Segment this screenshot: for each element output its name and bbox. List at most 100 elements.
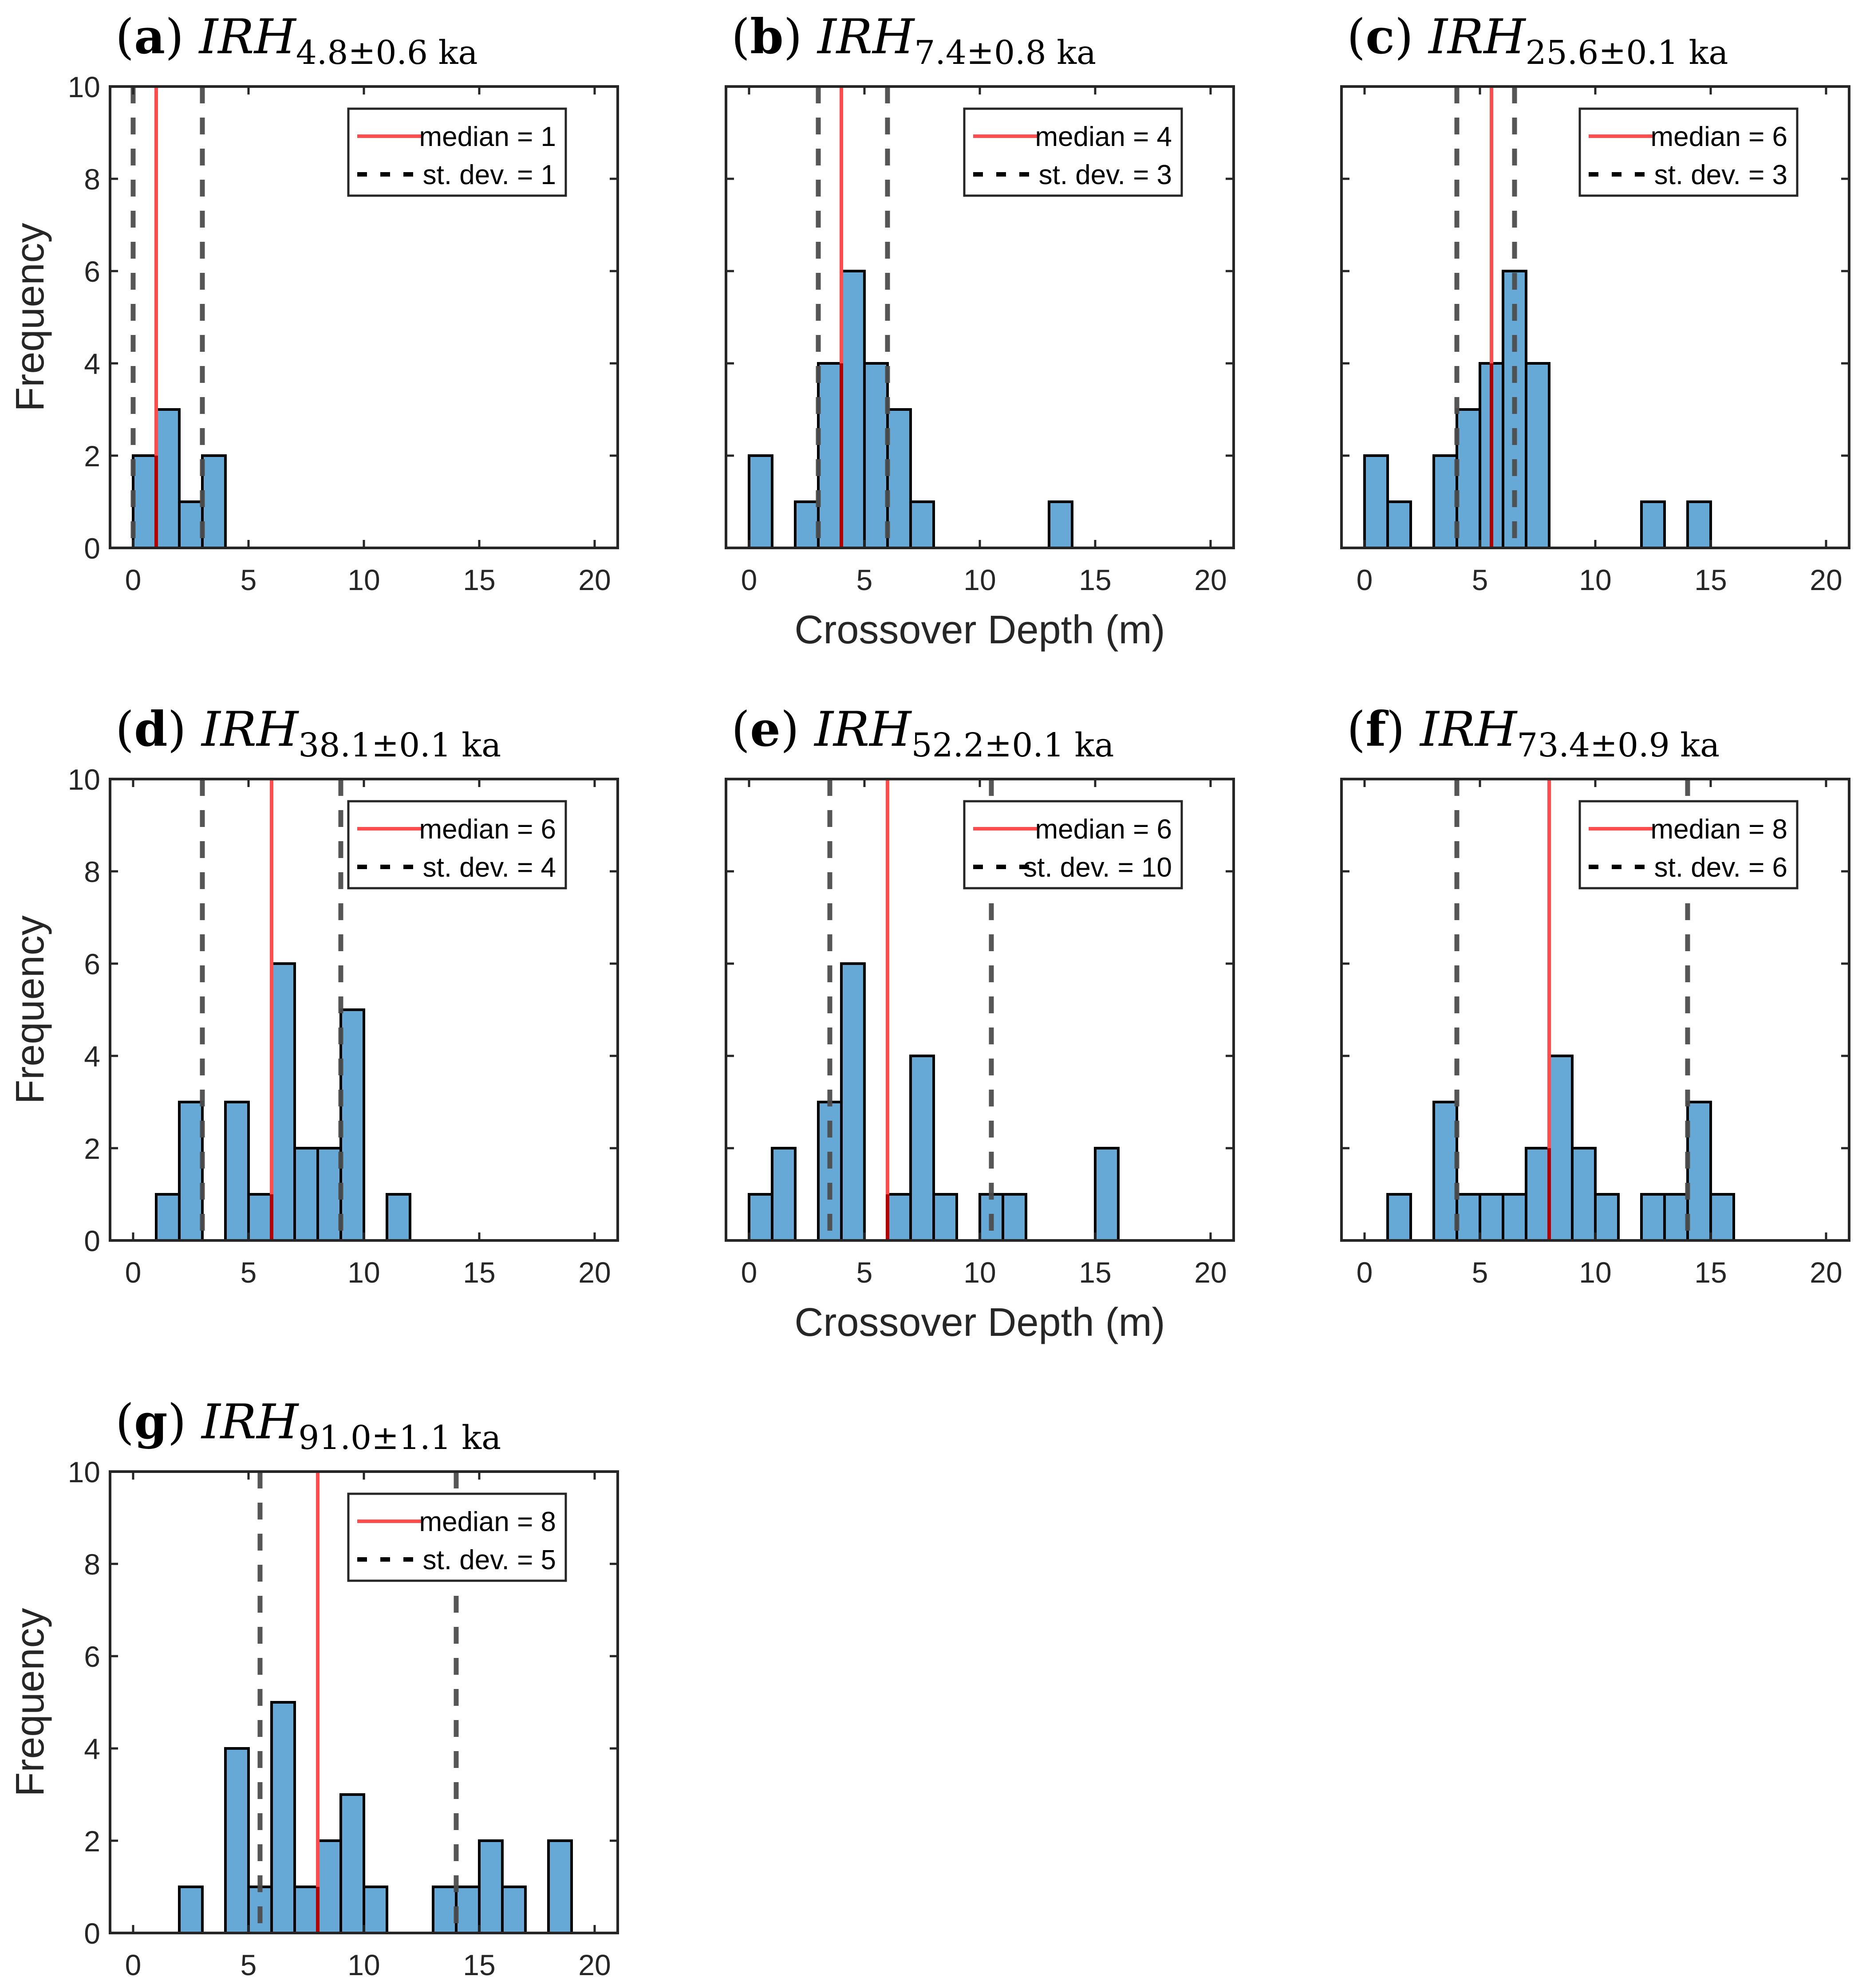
panel-title: (c) IRH25.6±0.1 ka [1347, 9, 1728, 72]
legend-box [963, 107, 1183, 197]
histogram-bar [1663, 1193, 1689, 1242]
x-tick-label: 10 [1579, 1256, 1611, 1289]
histogram-bar [247, 1193, 273, 1242]
histogram-bar [1363, 454, 1389, 549]
histogram-bar [1525, 362, 1550, 549]
histogram-bar [339, 1008, 365, 1242]
y-tick-label: 4 [84, 1040, 100, 1073]
histogram-bar [1432, 1101, 1458, 1242]
x-tick-label: 5 [856, 1256, 873, 1289]
histogram-bar [501, 1886, 527, 1934]
x-tick-label: 20 [578, 1949, 611, 1981]
legend-median-label: median = 6 [1035, 814, 1172, 845]
histogram-bar [224, 1101, 250, 1242]
histogram-bar [1094, 1147, 1120, 1242]
y-tick-label: 0 [84, 1917, 100, 1950]
histogram-bar [1686, 500, 1712, 549]
y-tick-label: 8 [84, 163, 100, 196]
histogram-bar [1594, 1193, 1620, 1242]
x-tick-label: 15 [1079, 1256, 1111, 1289]
histogram-bar [748, 454, 773, 549]
x-tick-label: 10 [963, 1256, 996, 1289]
legend-median-label: median = 6 [1651, 122, 1788, 152]
x-tick-label: 15 [1079, 563, 1111, 596]
histogram-bar [201, 454, 227, 549]
panel-g: (g) IRH91.0±1.1 ka 0 5 10 15 20 0 2 4 6 8 10 Frequen… [8, 1394, 619, 1981]
histogram-bar [1502, 1193, 1527, 1242]
title-subscript: 4.8±0.6 ka [296, 34, 478, 72]
title-subscript: 91.0±1.1 ka [298, 1419, 501, 1457]
histogram-bar [817, 362, 843, 549]
title-letter: e [750, 701, 781, 757]
x-tick-label: 20 [1810, 1256, 1842, 1289]
legend-median-label: median = 6 [419, 814, 556, 845]
y-tick-label: 2 [84, 1132, 100, 1165]
title-paren-close: ) [1386, 702, 1420, 757]
legend-median-label: median = 4 [1035, 122, 1172, 152]
x-tick-label: 10 [347, 563, 380, 596]
x-tick-label: 10 [1579, 563, 1611, 596]
histogram-bar [1386, 1193, 1412, 1242]
histogram-bar [432, 1886, 458, 1934]
y-tick-label: 6 [84, 255, 100, 288]
histogram-bar [1640, 500, 1666, 549]
x-tick-label: 0 [125, 563, 142, 596]
panel-f: (f) IRH73.4±0.9 ka 0 5 10 15 20 median = 8 st. … [1340, 701, 1850, 1289]
x-tick-label: 0 [125, 1256, 142, 1289]
histogram-bar [386, 1193, 411, 1242]
panel-title: (b) IRH7.4±0.8 ka [731, 9, 1096, 72]
histogram-bar [1386, 500, 1412, 549]
legend-box [1578, 800, 1799, 890]
y-tick-label: 0 [84, 532, 100, 565]
histogram-bar [771, 1147, 797, 1242]
y-tick-label: 10 [68, 71, 100, 103]
x-axis-label: Crossover Depth (m) [794, 1300, 1165, 1345]
y-axis-label: Frequency [8, 223, 52, 411]
title-main: IRH [201, 702, 299, 757]
title-paren-close: ) [165, 9, 199, 65]
x-tick-label: 0 [1357, 1256, 1373, 1289]
histogram-bar [886, 408, 912, 549]
panel-d: (d) IRH38.1±0.1 ka 0 5 10 15 20 0 2 4 6 8 10 Frequen… [8, 701, 619, 1289]
panel-title: (e) IRH52.2±0.1 ka [731, 701, 1114, 764]
histogram-bar [840, 962, 866, 1242]
x-tick-label: 5 [241, 563, 257, 596]
legend-stdev-label: st. dev. = 1 [423, 160, 556, 190]
title-paren-close: ) [168, 1394, 201, 1450]
legend-box [347, 1492, 567, 1582]
title-main: IRH [1419, 702, 1518, 757]
histogram-bar [155, 1193, 181, 1242]
legend-box [1578, 107, 1799, 197]
y-tick-label: 6 [84, 1640, 100, 1673]
histogram-bar [270, 962, 296, 1242]
title-paren-open: ( [115, 702, 134, 757]
histogram-bar [840, 270, 866, 549]
x-tick-label: 10 [347, 1949, 380, 1981]
panel-title: (d) IRH38.1±0.1 ka [115, 701, 501, 764]
y-tick-label: 0 [84, 1224, 100, 1257]
histogram-bar [478, 1839, 504, 1934]
x-tick-label: 5 [241, 1256, 257, 1289]
x-tick-label: 5 [1472, 1256, 1488, 1289]
title-paren-close: ) [784, 9, 817, 65]
legend-stdev-label: st. dev. = 3 [1039, 160, 1172, 190]
x-tick-label: 10 [347, 1256, 380, 1289]
x-tick-label: 15 [463, 563, 495, 596]
x-tick-label: 0 [741, 563, 757, 596]
title-paren-open: ( [731, 702, 750, 757]
title-paren-open: ( [731, 9, 750, 65]
title-paren-close: ) [781, 702, 814, 757]
legend-stdev-label: st. dev. = 10 [1023, 852, 1172, 883]
x-tick-label: 20 [1194, 563, 1227, 596]
title-paren-open: ( [1347, 9, 1365, 65]
x-tick-label: 20 [1810, 563, 1842, 596]
legend: median = 6 st. dev. = 3 [1578, 107, 1799, 197]
histogram-bar [909, 500, 935, 549]
panel-e: (e) IRH52.2±0.1 ka 0 5 10 15 20 Crossover Dept… [725, 701, 1235, 1345]
x-tick-label: 20 [1194, 1256, 1227, 1289]
legend: median = 4 st. dev. = 3 [963, 107, 1183, 197]
title-main: IRH [817, 9, 915, 65]
title-paren-open: ( [115, 1394, 134, 1450]
x-axis-label: Crossover Depth (m) [794, 608, 1165, 652]
